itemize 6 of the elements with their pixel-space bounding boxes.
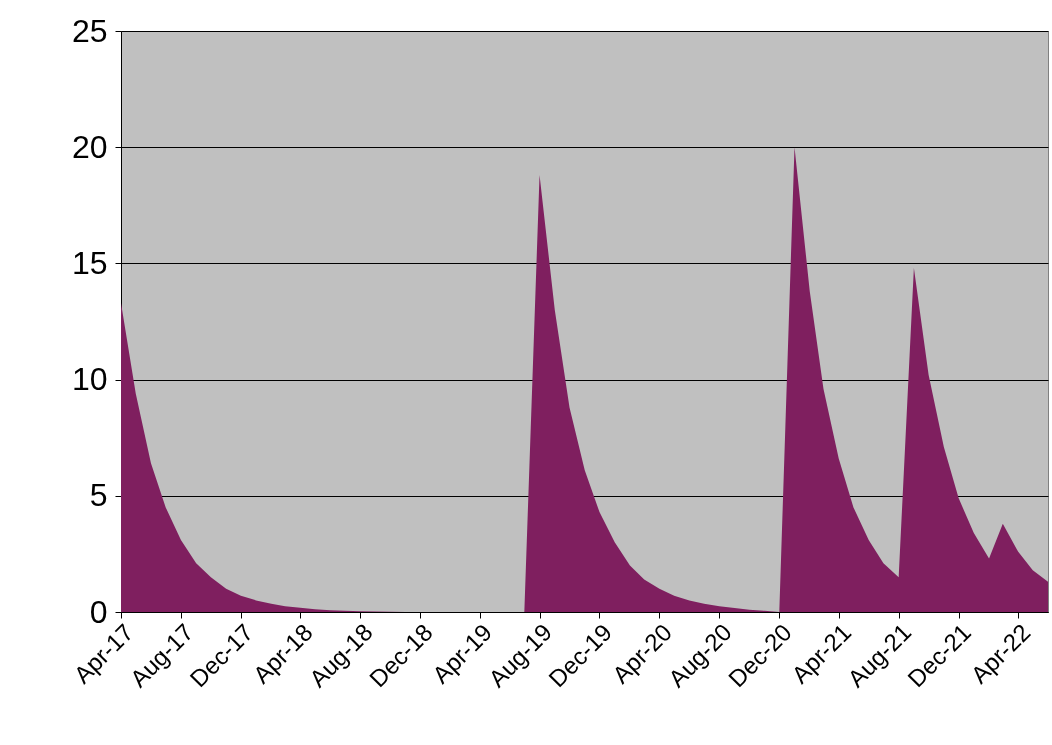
y-tick-label: 20 bbox=[71, 128, 108, 165]
y-tick-label: 10 bbox=[71, 361, 108, 398]
y-tick-label: 15 bbox=[71, 244, 108, 281]
y-tick-label: 5 bbox=[89, 477, 108, 514]
y-tick-label: 25 bbox=[71, 12, 108, 49]
y-tick-label: 0 bbox=[89, 593, 108, 630]
